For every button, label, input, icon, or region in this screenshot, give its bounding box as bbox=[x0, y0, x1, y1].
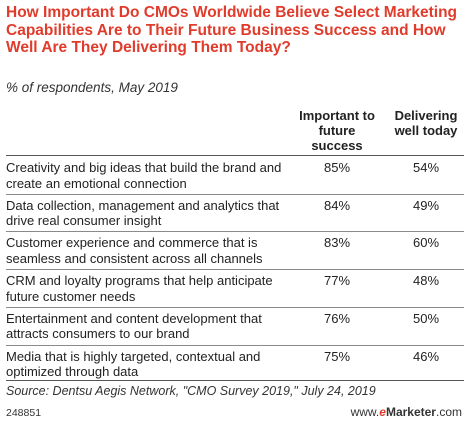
value-important: 75% bbox=[323, 348, 351, 364]
row-label: CRM and loyalty programs that help antic… bbox=[6, 273, 273, 304]
chart-title: How Important Do CMOs Worldwide Believe … bbox=[6, 4, 458, 56]
header-divider bbox=[6, 155, 464, 156]
site-prefix: www. bbox=[350, 405, 380, 419]
column-header-important: Important to future success bbox=[299, 108, 375, 153]
value-important: 77% bbox=[323, 273, 351, 289]
value-delivering: 60% bbox=[412, 235, 440, 251]
row-divider bbox=[6, 269, 464, 271]
table-bottom-divider bbox=[6, 380, 464, 381]
row-label: Data collection, management and analytic… bbox=[6, 197, 280, 229]
row-divider bbox=[6, 231, 464, 233]
value-important: 84% bbox=[323, 197, 351, 213]
row-label: Media that is highly targeted, contextua… bbox=[6, 348, 261, 380]
row-divider bbox=[6, 306, 464, 308]
table-row: CRM and loyalty programs that help antic… bbox=[6, 270, 464, 308]
row-label: Creativity and big ideas that build the … bbox=[6, 160, 282, 191]
chart-subtitle: % of respondents, May 2019 bbox=[6, 80, 178, 95]
value-delivering: 46% bbox=[412, 348, 440, 364]
row-divider bbox=[6, 193, 464, 195]
row-label: Customer experience and commerce that is… bbox=[6, 235, 263, 266]
row-divider bbox=[6, 344, 464, 346]
value-delivering: 48% bbox=[412, 273, 440, 289]
value-important: 76% bbox=[323, 310, 351, 326]
column-header-delivering: Delivering well today bbox=[394, 108, 458, 138]
table-row: Entertainment and content development th… bbox=[6, 308, 464, 346]
table-row: Media that is highly targeted, contextua… bbox=[6, 346, 464, 384]
chart-id: 248851 bbox=[6, 407, 42, 419]
table-row: Creativity and big ideas that build the … bbox=[6, 157, 464, 195]
value-delivering: 54% bbox=[412, 160, 440, 175]
table-row: Data collection, management and analytic… bbox=[6, 195, 464, 233]
value-delivering: 50% bbox=[412, 310, 440, 326]
site-suffix: .com bbox=[435, 405, 462, 419]
row-label: Entertainment and content development th… bbox=[6, 310, 262, 342]
table-row: Customer experience and commerce that is… bbox=[6, 232, 464, 270]
site-e: e bbox=[379, 405, 386, 419]
value-delivering: 49% bbox=[412, 197, 440, 213]
site-brand: Marketer bbox=[385, 405, 436, 419]
value-important: 83% bbox=[323, 235, 351, 251]
value-important: 85% bbox=[323, 160, 351, 175]
site-credit: www.eMarketer.com bbox=[351, 405, 462, 419]
source-note: Source: Dentsu Aegis Network, "CMO Surve… bbox=[6, 384, 376, 398]
